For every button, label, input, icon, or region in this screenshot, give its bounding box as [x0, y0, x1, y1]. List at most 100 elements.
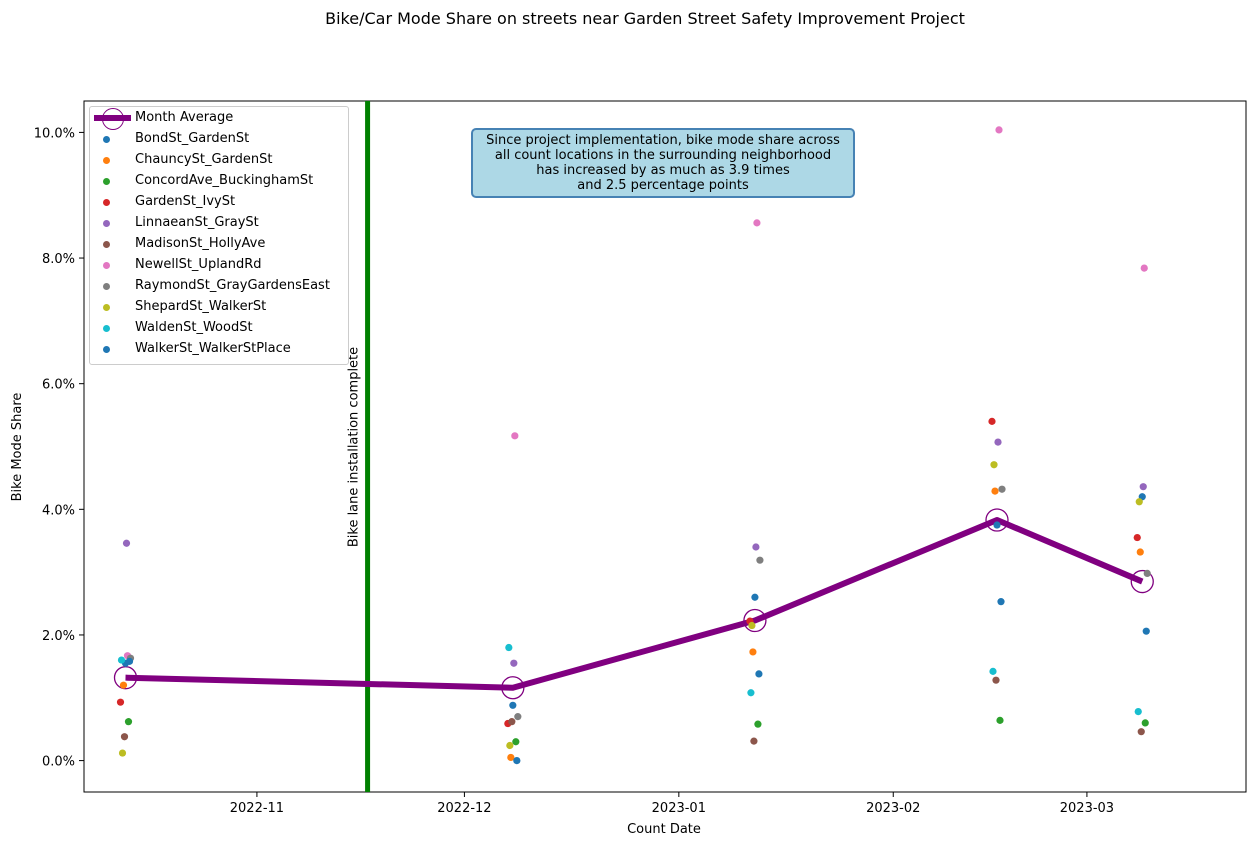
legend-item: WaldenSt_WoodSt [90, 318, 348, 338]
data-point [1142, 627, 1150, 635]
legend-item: BondSt_GardenSt [90, 129, 348, 149]
legend: Month Average BondSt_GardenSt ChauncySt_G… [89, 106, 349, 365]
bike-lane-complete-label: Bike lane installation complete [347, 347, 362, 547]
data-point [514, 713, 522, 721]
legend-label: WaldenSt_WoodSt [135, 320, 253, 335]
legend-item: ChauncySt_GardenSt [90, 150, 348, 170]
month-average-markers [113, 508, 1154, 700]
data-point [507, 753, 515, 762]
data-point [513, 756, 521, 765]
legend-item: LinnaeanSt_GraySt [90, 213, 348, 233]
legend-label-month-average: Month Average [135, 110, 234, 125]
x-tick-label: 2022-12 [437, 801, 491, 816]
data-point [1136, 548, 1144, 556]
legend-marker [103, 346, 110, 353]
data-point [988, 417, 996, 425]
legend-label: RaymondSt_GrayGardensEast [135, 278, 330, 293]
data-point [512, 738, 520, 746]
legend-label: NewellSt_UplandRd [135, 257, 262, 272]
data-point [511, 432, 519, 440]
y-axis-label: Bike Mode Share [10, 393, 25, 502]
month-average-marker-swatch [102, 108, 124, 130]
data-point [756, 556, 764, 564]
legend-item-month-average: Month Average [90, 108, 348, 130]
data-point [991, 487, 999, 495]
data-point [124, 718, 133, 726]
y-tick-label: 6.0% [42, 378, 75, 393]
legend-item: NewellSt_UplandRd [90, 255, 348, 275]
annotation-box: Since project implementation, bike mode … [471, 128, 855, 198]
data-point [506, 741, 514, 750]
legend-item: ShepardSt_WalkerSt [90, 297, 348, 317]
data-point [1137, 728, 1145, 736]
x-axis-ticks: 2022-11 2022-12 2023-01 2023-02 2023-03 [230, 792, 1114, 816]
y-tick-label: 8.0% [42, 252, 75, 267]
data-point [508, 718, 516, 726]
y-tick-label: 10.0% [34, 126, 75, 141]
chart-title: Bike/Car Mode Share on streets near Gard… [325, 9, 965, 28]
data-point [125, 657, 134, 665]
x-tick-label: 2022-11 [230, 801, 284, 816]
plot-area [83, 100, 1247, 793]
legend-item: MadisonSt_HollyAve [90, 234, 348, 254]
legend-label: BondSt_GardenSt [135, 131, 250, 146]
legend-label: MadisonSt_HollyAve [135, 236, 266, 251]
legend-label: WalkerSt_WalkerStPlace [135, 341, 291, 356]
month-average-marker [985, 508, 1009, 532]
y-tick-label: 2.0% [42, 629, 75, 644]
data-point [747, 689, 755, 697]
data-point [1141, 719, 1149, 727]
legend-label: ChauncySt_GardenSt [135, 152, 273, 167]
legend-item: ConcordAve_BuckinghamSt [90, 171, 348, 191]
legend-marker [103, 325, 110, 332]
data-point [994, 438, 1002, 446]
legend-marker [103, 262, 110, 269]
data-point [995, 126, 1003, 134]
data-point [748, 621, 756, 630]
x-tick-label: 2023-03 [1060, 801, 1114, 816]
data-point [120, 733, 129, 741]
legend-item: RaymondSt_GrayGardensEast [90, 276, 348, 296]
annotation-line: and 2.5 percentage points [577, 178, 749, 193]
month-average-marker [501, 676, 525, 700]
legend-marker [103, 178, 110, 185]
data-point [117, 656, 126, 664]
scatter-points [116, 126, 1151, 765]
data-point [505, 643, 513, 652]
data-point [1139, 483, 1147, 491]
data-point [510, 659, 518, 667]
legend-marker [103, 136, 110, 143]
data-point [750, 737, 758, 745]
legend-marker [103, 220, 110, 227]
data-point [997, 598, 1005, 606]
legend-item: GardenSt_IvySt [90, 192, 348, 212]
data-point [754, 720, 762, 728]
legend-label: ConcordAve_BuckinghamSt [135, 173, 314, 188]
data-point [1143, 569, 1151, 577]
data-point [118, 749, 127, 757]
legend-marker [103, 199, 110, 206]
data-point [1134, 707, 1142, 716]
data-point [990, 461, 998, 469]
data-point [122, 539, 131, 547]
legend-label: ShepardSt_WalkerSt [135, 299, 267, 314]
legend-item: WalkerSt_WalkerStPlace [90, 339, 348, 359]
y-axis-ticks: 0.0% 2.0% 4.0% 6.0% 8.0% 10.0% [34, 126, 84, 770]
month-average-line [125, 516, 1144, 691]
annotation-line: Since project implementation, bike mode … [486, 133, 840, 148]
y-tick-label: 0.0% [42, 755, 75, 770]
data-point [752, 543, 760, 551]
legend-marker [103, 283, 110, 290]
legend-marker [103, 241, 110, 248]
legend-marker [103, 157, 110, 164]
x-tick-label: 2023-02 [866, 801, 920, 816]
data-point [751, 593, 759, 601]
data-point [998, 485, 1006, 493]
data-point [509, 701, 517, 709]
y-tick-label: 4.0% [42, 503, 75, 518]
annotation-line: has increased by as much as 3.9 times [536, 163, 790, 178]
data-point [749, 648, 757, 656]
data-point [116, 698, 125, 706]
legend-label: LinnaeanSt_GraySt [135, 215, 259, 230]
